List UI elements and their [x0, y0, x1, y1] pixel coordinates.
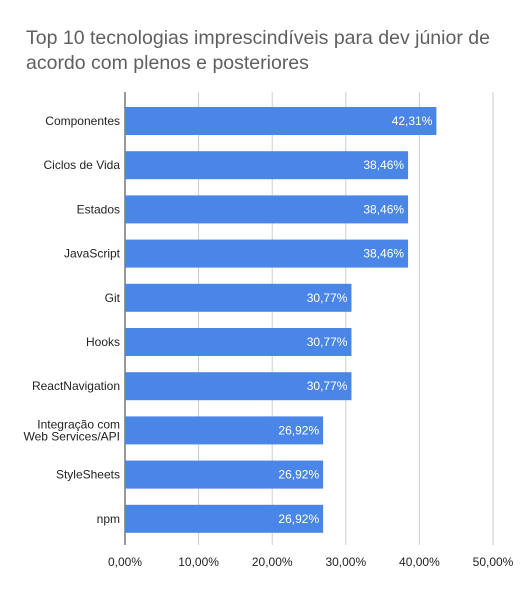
bar [125, 107, 437, 135]
category-label: JavaScript [64, 247, 121, 261]
category-label: Componentes [45, 114, 120, 128]
bars: 42,31% 38,46% 38,46% 38,46% 30,77% 30,77% 30,7… [125, 107, 437, 533]
category-label: Integração com Web Services/API [24, 417, 120, 443]
category-label: npm [97, 512, 120, 526]
category-labels: Componentes Ciclos de Vida Estados JavaScri… [24, 114, 121, 526]
data-label: 42,31% [392, 114, 433, 128]
category-label: Ciclos de Vida [44, 158, 121, 172]
category-label: ReactNavigation [32, 379, 120, 393]
data-label: 38,46% [363, 247, 404, 261]
bar [125, 195, 409, 224]
data-label: 30,77% [307, 379, 348, 393]
data-label: 30,77% [307, 291, 348, 305]
bar [125, 151, 409, 180]
category-label: StyleSheets [56, 468, 120, 482]
chart-title: Top 10 tecnologias imprescindíveis para … [26, 27, 490, 74]
data-label: 38,46% [363, 202, 404, 216]
x-tick-label: 30,00% [325, 555, 366, 569]
category-label: Git [105, 291, 121, 305]
x-tick-labels: 0,00% 10,00% 20,00% 30,00% 40,00% 50,00% [108, 555, 514, 569]
bar [125, 239, 409, 268]
data-label: 26,92% [278, 512, 319, 526]
bar [125, 416, 324, 445]
category-label: Hooks [86, 335, 120, 349]
data-label: 26,92% [278, 423, 319, 437]
data-label: 26,92% [278, 468, 319, 482]
category-label: Estados [77, 202, 120, 216]
bar [125, 328, 352, 356]
bar [125, 504, 324, 533]
x-tick-label: 0,00% [108, 555, 142, 569]
bar [125, 460, 324, 489]
data-label: 38,46% [363, 158, 404, 172]
bar [125, 372, 352, 401]
x-tick-label: 40,00% [399, 555, 440, 569]
x-tick-label: 20,00% [252, 555, 293, 569]
data-label: 30,77% [307, 335, 348, 349]
x-tick-label: 50,00% [473, 555, 514, 569]
x-tick-label: 10,00% [178, 555, 219, 569]
bar [125, 283, 352, 312]
